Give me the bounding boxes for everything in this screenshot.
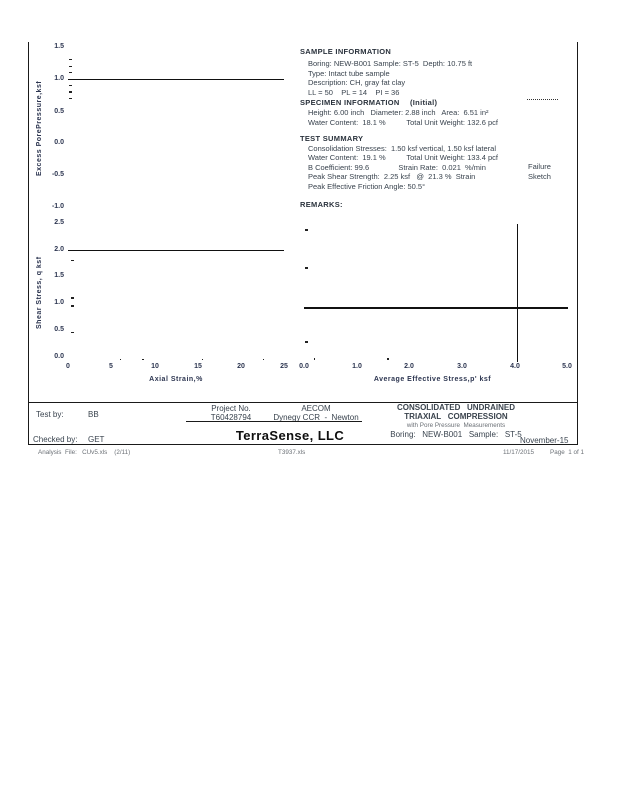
test-summary-line: B Coefficient: 99.6 Strain Rate: 0.021 %… — [308, 163, 486, 172]
specimen-info-note: (Initial) — [410, 98, 438, 107]
sample-info-title: SAMPLE INFORMATION — [300, 47, 392, 56]
page-number: Page 1 of 1 — [550, 449, 584, 456]
shear_stress-point-dot — [202, 358, 204, 361]
q-ytick: 2.5 — [54, 219, 64, 226]
excess_pore_pressure-point-marker — [68, 91, 73, 93]
stress_path-point-marker — [304, 229, 309, 231]
file-name-text: T3937.xls — [278, 449, 306, 456]
shear_stress-point-marker — [70, 297, 75, 299]
sample-info-line: Boring: NEW-B001 Sample: ST-5 Depth: 10.… — [308, 59, 473, 68]
shear_stress-point-dot — [142, 358, 144, 361]
failure-sketch-label: Sketch — [528, 172, 551, 181]
q-ytick: 2.0 — [54, 246, 64, 253]
sample-info-line: Type: Intact tube sample — [308, 69, 390, 78]
test-summary-line: Peak Shear Strength: 2.25 ksf @ 21.3 % S… — [308, 172, 476, 181]
analysis-file-text: Analysis File: CUv5.xls (2/11) — [38, 449, 131, 456]
pstress-xtick: 0.0 — [299, 363, 309, 370]
strain-xtick: 5 — [109, 363, 113, 370]
stress_path-line — [304, 307, 568, 309]
axial-strain-axis-title: Axial Strain,% — [149, 376, 203, 383]
strain-xtick: 15 — [194, 363, 202, 370]
project-underline — [186, 421, 362, 423]
excess_pore_pressure-point-marker — [68, 59, 73, 61]
pstress-xtick: 1.0 — [352, 363, 362, 370]
shear_stress-point-marker — [70, 259, 75, 262]
failure-sketch-line — [527, 99, 558, 100]
failure-sketch-label: Failure — [528, 162, 551, 171]
specimen-info-title: SPECIMEN INFORMATION — [300, 98, 400, 107]
report-date: November-15 — [520, 436, 569, 445]
pp-ytick: 0.5 — [54, 108, 64, 115]
stress_path-point-dot — [387, 358, 389, 360]
specimen-info-line: Water Content: 18.1 % Total Unit Weight:… — [308, 118, 498, 127]
excess_pore_pressure-point-marker — [68, 72, 73, 74]
pp-ytick: -1.0 — [51, 203, 64, 210]
test-title-line: TRIAXIAL COMPRESSION — [404, 412, 508, 421]
test-by-label: Test by: — [36, 410, 64, 419]
strain-xtick: 0 — [66, 363, 70, 370]
pstress-xtick: 3.0 — [457, 363, 467, 370]
shear_stress-point-dot — [120, 358, 122, 361]
project-name: Dynegy CCR - Newton — [273, 413, 359, 422]
excess_pore_pressure-point-marker — [68, 84, 73, 87]
excess_pore_pressure-point-marker — [68, 97, 73, 99]
q-ytick: 0.5 — [54, 326, 64, 333]
print-date: 11/17/2015 — [503, 449, 535, 456]
stress_path-point-marker — [304, 267, 309, 269]
remarks-title: REMARKS: — [300, 200, 343, 209]
stress_path-point-marker — [304, 341, 309, 343]
pp-ytick: 1.0 — [54, 75, 64, 82]
checked-by-value: GET — [88, 435, 105, 444]
pstress-xtick: 5.0 — [562, 363, 572, 370]
q-ytick: 0.0 — [54, 353, 64, 360]
excess_pore_pressure-point-marker — [68, 65, 73, 67]
pstress-xtick: 2.0 — [404, 363, 414, 370]
footer-table-top-line — [28, 402, 578, 404]
project-no-label: Project No. — [211, 404, 251, 413]
client-name: AECOM — [301, 404, 331, 413]
q-ytick: 1.5 — [54, 272, 64, 279]
pp-ytick: 1.5 — [54, 43, 64, 50]
test-summary-line: Peak Effective Friction Angle: 50.5° — [308, 182, 426, 191]
pp-ytick: -0.5 — [51, 171, 64, 178]
q-ytick: 1.0 — [54, 299, 64, 306]
page-border-right — [577, 42, 579, 444]
test-summary-title: TEST SUMMARY — [300, 134, 364, 143]
effective-stress-axis-title: Average Effective Stress,p' ksf — [373, 376, 492, 383]
stress_path-line — [516, 224, 519, 363]
strain-xtick: 25 — [280, 363, 288, 370]
sample-info-line: Description: CH, gray fat clay — [308, 78, 406, 87]
shear_stress-point-marker — [70, 305, 75, 307]
excess_pore_pressure-line — [68, 79, 284, 81]
shear_stress-line — [68, 249, 284, 252]
page-border-left — [28, 42, 30, 444]
test-summary-line: Consolidation Stresses: 1.50 ksf vertica… — [308, 144, 497, 153]
pstress-xtick: 4.0 — [510, 363, 520, 370]
checked-by-label: Checked by: — [33, 435, 78, 444]
pp-ytick: 0.0 — [54, 139, 64, 146]
stress_path-point-dot — [313, 358, 316, 360]
project-no-value: T60428794 — [210, 413, 252, 422]
strain-xtick: 10 — [151, 363, 159, 370]
company-name: TerraSense, LLC — [235, 428, 345, 443]
test-subtitle-line: with Pore Pressure Measurements — [406, 422, 506, 429]
shear_stress-point-marker — [70, 332, 75, 334]
strain-xtick: 20 — [237, 363, 245, 370]
pore-pressure-axis-title: Excess PorePressure,ksf — [36, 80, 43, 176]
test-by-value: BB — [88, 410, 99, 419]
specimen-info-line: Height: 6.00 inch Diameter: 2.88 inch Ar… — [308, 108, 489, 117]
sample-info-line: LL = 50 PL = 14 PI = 36 — [308, 88, 400, 97]
footer-table-bottom-line — [28, 444, 578, 446]
shear_stress-point-dot — [262, 358, 264, 361]
boring-sample-line: Boring: NEW-B001 Sample: ST-5 — [390, 430, 522, 439]
test-title-line: CONSOLIDATED UNDRAINED — [396, 403, 516, 412]
test-summary-line: Water Content: 19.1 % Total Unit Weight:… — [308, 153, 498, 162]
